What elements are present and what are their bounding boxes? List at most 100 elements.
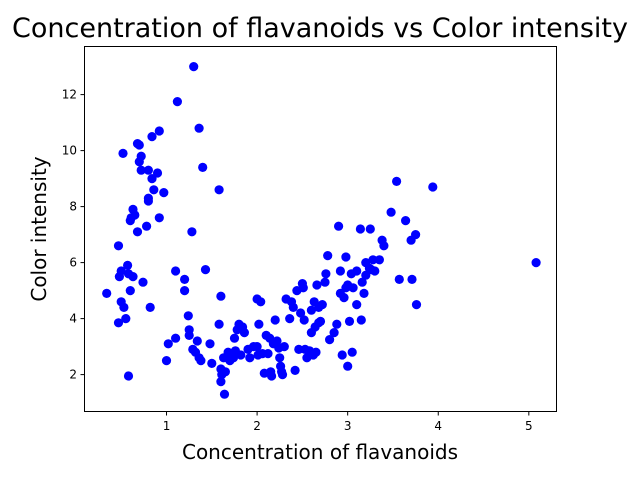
scatter-point [123, 371, 134, 381]
scatter-point [163, 339, 173, 349]
x-tick-label: 2 [253, 419, 261, 433]
scatter-point [428, 182, 438, 192]
scatter-point [411, 230, 421, 240]
scatter-point [152, 168, 163, 178]
scatter-point [132, 227, 143, 237]
scatter-point [296, 308, 306, 318]
scatter-point [344, 316, 355, 326]
scatter-point [207, 358, 217, 368]
scatter-point [136, 151, 146, 161]
scatter-point [392, 176, 402, 186]
scatter-point [334, 221, 344, 231]
scatter-point [180, 274, 190, 284]
scatter-point [198, 162, 208, 172]
scatter-point [352, 300, 362, 310]
scatter-point [219, 389, 230, 399]
scatter-point [145, 302, 155, 312]
x-tick-label: 5 [525, 419, 533, 433]
scatter-point [194, 123, 204, 133]
scatter-point [347, 347, 357, 357]
scatter-point [352, 266, 362, 276]
x-tick-label: 4 [434, 419, 442, 433]
scatter-point [123, 260, 133, 270]
scatter-point [299, 315, 309, 325]
y-tick-label: 8 [69, 200, 77, 214]
y-tick-label: 12 [62, 88, 77, 102]
scatter-point [196, 356, 206, 366]
scatter-point [102, 288, 112, 298]
scatter-point [294, 344, 304, 354]
scatter-point [184, 330, 194, 340]
scatter-point [357, 277, 367, 287]
scatter-point [214, 319, 224, 329]
scatter-point [341, 252, 351, 262]
scatter-point [229, 333, 240, 343]
scatter-point [187, 227, 197, 237]
scatter-point [200, 265, 211, 275]
scatter-point [113, 241, 124, 251]
scatter-point [394, 274, 404, 284]
scatter-point [214, 185, 224, 195]
scatter-point [320, 277, 330, 287]
scatter-point [192, 336, 202, 346]
scatter-point [379, 241, 389, 251]
scatter-point [118, 148, 128, 158]
scatter-point [205, 339, 215, 349]
scatter-point [306, 305, 316, 315]
scatter-point [180, 286, 190, 296]
scatter-point [161, 356, 172, 366]
scatter-point [119, 302, 129, 312]
x-tick-label: 3 [344, 419, 352, 433]
scatter-point [149, 185, 159, 195]
scatter-point [147, 132, 157, 142]
scatter-point [285, 314, 295, 324]
scatter-point [339, 293, 349, 303]
scatter-point [267, 371, 277, 381]
scatter-point [343, 361, 353, 371]
scatter-point [348, 283, 358, 293]
plot-area [84, 46, 557, 412]
scatter-point [315, 316, 326, 326]
x-axis-ticks: 1 2 3 4 5 [163, 411, 533, 433]
scatter-point [159, 188, 169, 198]
scatter-point [143, 196, 153, 206]
scatter-point [312, 280, 322, 290]
scatter-point [220, 367, 230, 377]
scatter-point [171, 333, 181, 343]
scatter-point [401, 216, 411, 226]
scatter-point [252, 342, 262, 352]
scatter-point [172, 97, 182, 107]
scatter-point [136, 165, 146, 175]
scatter-point [256, 297, 266, 307]
scatter-point [407, 274, 417, 284]
scatter-point [143, 165, 153, 175]
scatter-point [113, 318, 124, 328]
scatter-point [171, 266, 181, 276]
x-tick-label: 1 [163, 419, 171, 433]
scatter-point [325, 335, 335, 345]
scatter-point [254, 319, 264, 329]
scatter-point [216, 291, 226, 301]
scatter-point [142, 221, 152, 231]
scatter-point [183, 311, 193, 321]
scatter-point [263, 349, 273, 359]
y-tick-label: 6 [69, 256, 77, 270]
scatter-point [368, 255, 378, 265]
scatter-point [335, 266, 345, 276]
scatter-point [317, 300, 327, 310]
scatter-point [275, 353, 285, 363]
scatter-point [337, 350, 347, 360]
scatter-point [216, 377, 226, 387]
scatter-point [116, 266, 126, 276]
data-points [102, 62, 541, 399]
scatter-point [356, 315, 366, 325]
scatter-point [138, 277, 148, 287]
x-axis-label: Concentration of flavanoids [182, 440, 458, 464]
scatter-point [245, 353, 255, 363]
scatter-point [329, 328, 339, 338]
scatter-point [323, 251, 333, 261]
chart-title: Concentration of flavanoids vs Color int… [12, 13, 628, 44]
scatter-point [370, 266, 380, 276]
scatter-point [355, 224, 365, 234]
